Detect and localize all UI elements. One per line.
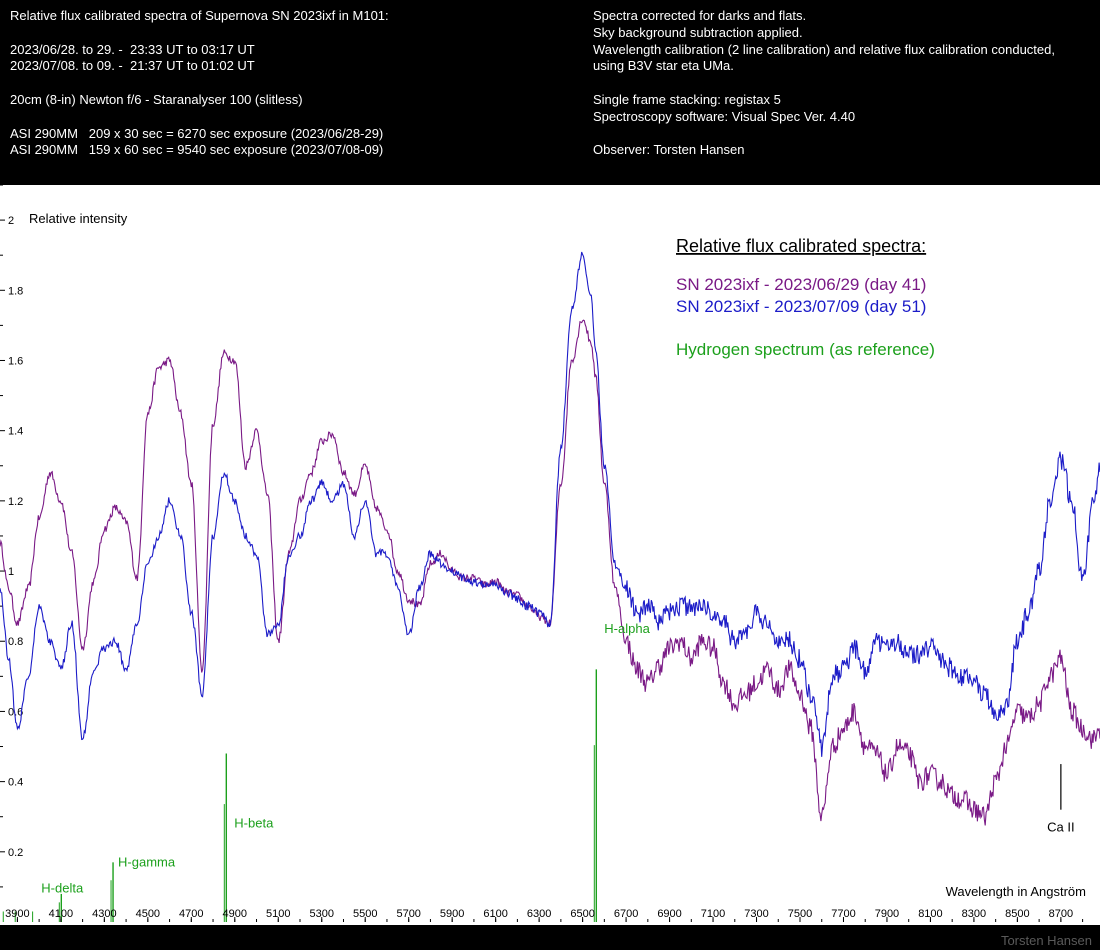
x-tick-label: 4100 (49, 908, 73, 920)
header-right-line: Spectra corrected for darks and flats. (593, 8, 807, 23)
header-left-line: Relative flux calibrated spectra of Supe… (10, 8, 389, 23)
header-right-line: Wavelength calibration (2 line calibrati… (593, 41, 1055, 57)
legend-entry-hydrogen: Hydrogen spectrum (as reference) (676, 340, 935, 359)
y-tick-label: 1 (8, 566, 14, 578)
y-tick-label: 1.2 (8, 496, 23, 508)
x-tick-label: 6500 (570, 908, 594, 920)
header-right-line: Sky background subtraction applied. (593, 24, 803, 40)
header-left-line: ASI 290MM 159 x 60 sec = 9540 sec exposu… (10, 142, 384, 158)
hydrogen-line-label: H-alpha (604, 621, 650, 636)
x-tick-label: 4300 (92, 908, 116, 920)
x-tick-label: 6900 (657, 908, 681, 920)
x-tick-label: 4900 (223, 908, 247, 920)
y-tick-label: 1.4 (8, 426, 23, 438)
x-tick-label: 7300 (744, 908, 768, 920)
signature: Torsten Hansen (1000, 933, 1092, 948)
series-line-day51 (0, 251, 1100, 757)
header-right-line (593, 75, 1055, 92)
x-tick-label: 5500 (353, 908, 377, 920)
x-tick-label: 8300 (962, 908, 986, 920)
header-left-line: 2023/06/28. to 29. - 23:33 UT to 03:17 U… (10, 41, 255, 57)
header-left-column: Relative flux calibrated spectra of Supe… (10, 8, 389, 159)
annotation-label: Ca II (1047, 820, 1074, 835)
spectrum-chart: 0.2 0.4 0.6 0.8 1 1.2 1.4 1.6 1.8 2 H-alpha H-beta… (0, 185, 1100, 922)
x-tick-label: 5300 (309, 908, 333, 920)
x-tick-label: 8700 (1049, 908, 1073, 920)
x-tick-label: 6300 (527, 908, 551, 920)
y-tick-label: 0.8 (8, 636, 23, 648)
y-tick-label: 2 (8, 215, 14, 227)
series-line-day41 (0, 319, 1100, 826)
x-tick-label: 7700 (831, 908, 855, 920)
x-tick-label: 6100 (483, 908, 507, 920)
x-axis-label: Wavelength in Angström (946, 884, 1086, 899)
hydrogen-line-label: H-delta (41, 881, 84, 896)
x-tick-label: 8100 (918, 908, 942, 920)
x-tick-label: 7100 (701, 908, 725, 920)
header-left-line: 20cm (8-in) Newton f/6 - Staranalyser 10… (10, 91, 303, 107)
x-tick-label: 5700 (396, 908, 420, 920)
legend-entry-day41: SN 2023ixf - 2023/06/29 (day 41) (676, 275, 926, 294)
header-right-line: using B3V star eta UMa. (593, 58, 734, 74)
legend-entry-day51: SN 2023ixf - 2023/07/09 (day 51) (676, 297, 926, 316)
x-tick-label: 8500 (1005, 908, 1029, 920)
series-group (0, 251, 1100, 826)
header-left-line: ASI 290MM 209 x 30 sec = 6270 sec exposu… (10, 125, 384, 141)
y-tick-label: 0.2 (8, 847, 23, 859)
hydrogen-lines: H-alpha H-beta H-gamma H-delta (2, 621, 651, 922)
hydrogen-line-label: H-beta (234, 816, 274, 831)
header-right-line: Spectroscopy software: Visual Spec Ver. … (593, 108, 856, 124)
x-tick-label: 3900 (5, 908, 29, 920)
y-tick-label: 1.6 (8, 355, 23, 367)
y-tick-label: 0.4 (8, 777, 23, 789)
y-axis: 0.2 0.4 0.6 0.8 1 1.2 1.4 1.6 1.8 2 (0, 185, 23, 888)
header-right-line: Single frame stacking: registax 5 (593, 91, 781, 107)
y-tick-label: 1.8 (8, 285, 23, 297)
annotations: Ca II (1047, 764, 1075, 835)
x-tick-label: 4700 (179, 908, 203, 920)
x-tick-label: 7900 (875, 908, 899, 920)
header-left-line: 2023/07/08. to 09. - 21:37 UT to 01:02 U… (10, 58, 255, 74)
header-left-line (10, 25, 389, 42)
y-tick-label: 0.6 (8, 706, 23, 718)
x-tick-label: 6700 (614, 908, 638, 920)
x-tick-label: 4500 (136, 908, 160, 920)
y-axis-label: Relative intensity (29, 211, 128, 226)
legend-title: Relative flux calibrated spectra: (676, 236, 926, 256)
x-tick-label: 5100 (266, 908, 290, 920)
header-right-column: Spectra corrected for darks and flats. Sk… (593, 8, 1055, 159)
header-left-line (10, 75, 389, 92)
x-tick-label: 5900 (440, 908, 464, 920)
header-right-line (593, 126, 1055, 143)
plot-area: 0.2 0.4 0.6 0.8 1 1.2 1.4 1.6 1.8 2 H-alpha H-beta… (0, 185, 1100, 925)
header-left-line (10, 109, 389, 126)
x-axis: 3900 4100 4300 4500 4700 4900 5100 5300 5500 5700… (5, 908, 1084, 922)
x-tick-label: 7500 (788, 908, 812, 920)
header-right-line: Observer: Torsten Hansen (593, 142, 745, 158)
hydrogen-line-label: H-gamma (118, 854, 176, 869)
